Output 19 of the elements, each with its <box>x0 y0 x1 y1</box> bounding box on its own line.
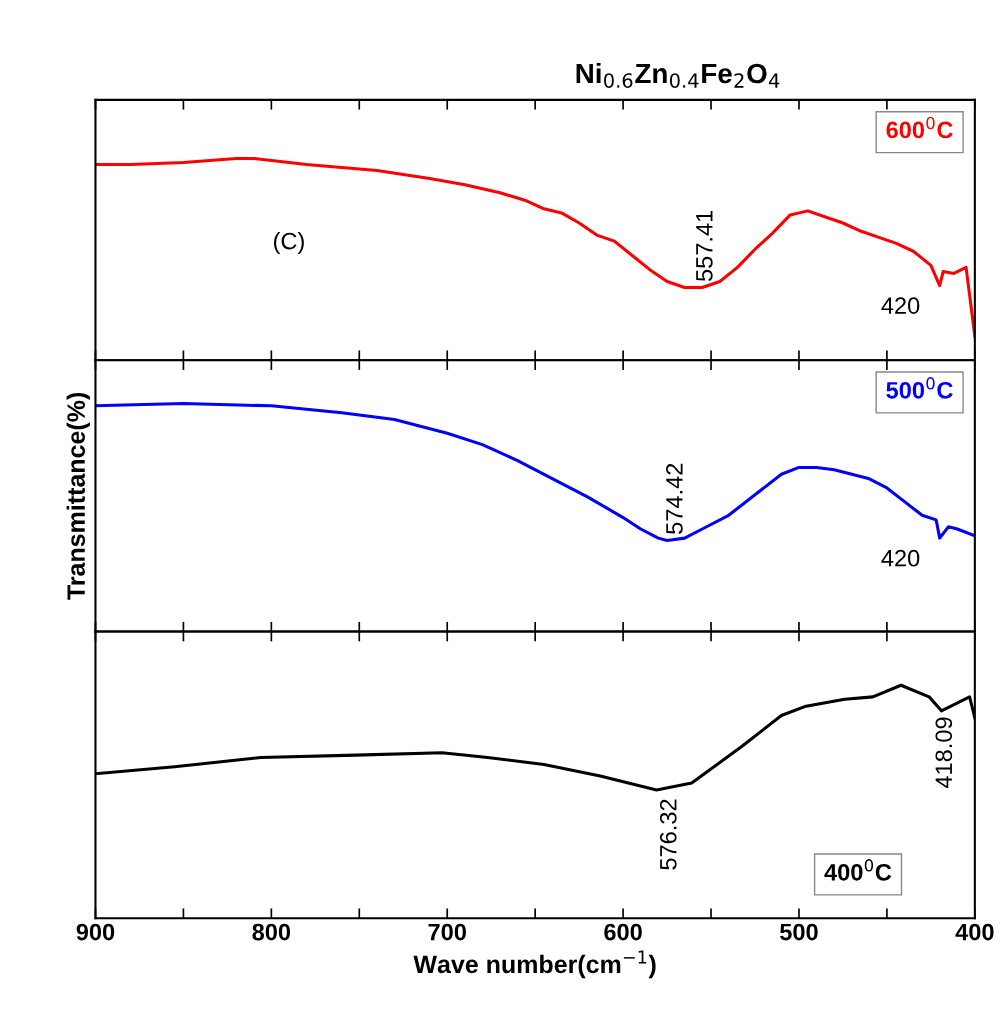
annotation: 574.42 <box>666 463 683 534</box>
text: 600$^{0}$C <box>886 116 953 139</box>
x-tick-label: 400 <box>955 923 994 941</box>
annotation: 418.09 <box>935 717 953 789</box>
annotation: 557.41 <box>696 210 713 282</box>
annotation: (C) <box>274 232 304 255</box>
x-tick-label: 600 <box>604 923 642 941</box>
chart-title: Ni$_{0.6}$Zn$_{0.4}$Fe$_{2}$O$_{4}$ <box>576 62 780 88</box>
x-tick-label: 800 <box>252 923 291 941</box>
y-axis-title: Transmittance(%) <box>66 392 90 600</box>
annotation: 420 <box>881 549 920 567</box>
annotation: 420 <box>881 297 920 314</box>
annotation: 576.32 <box>659 799 677 870</box>
text: 400$^{0}$C <box>824 859 892 881</box>
x-tick-label: 700 <box>428 923 466 941</box>
x-tick-label: 500 <box>780 923 818 941</box>
text: 500$^{0}$C <box>886 377 953 399</box>
x-axis-title: Wave number(cm$^{−1}$) <box>413 950 656 979</box>
x-tick-label: 900 <box>76 923 115 941</box>
